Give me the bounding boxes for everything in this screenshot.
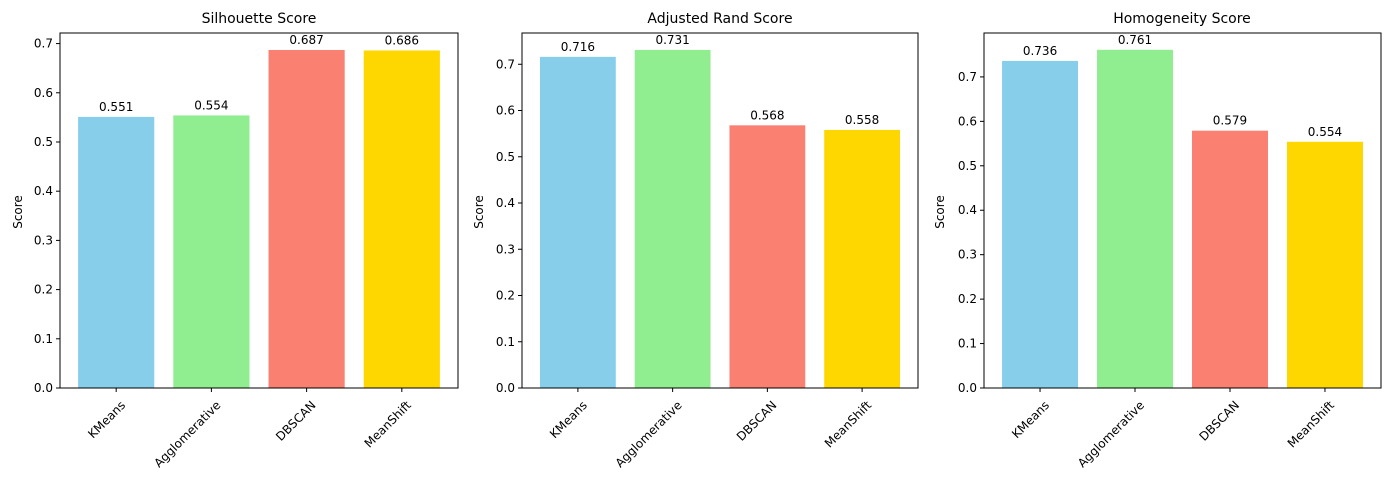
y-tick-label: 0.1 bbox=[496, 335, 515, 349]
y-tick-label: 0.7 bbox=[958, 70, 977, 84]
x-tick-label: Agglomerative bbox=[151, 398, 223, 470]
bar-kmeans bbox=[78, 116, 155, 388]
y-axis-label: Score bbox=[933, 195, 947, 229]
y-tick-label: 0.1 bbox=[34, 332, 53, 346]
plot-frame bbox=[59, 32, 459, 389]
x-tick-label: MeanShift bbox=[822, 398, 875, 451]
y-axis-label: Score bbox=[11, 195, 25, 229]
y-tick-label: 0.7 bbox=[496, 57, 515, 71]
x-tick-label: KMeans bbox=[547, 398, 590, 441]
value-label: 0.551 bbox=[99, 100, 133, 114]
adjusted-rand-chart-panel: Adjusted Rand Score Score 0.00.10.20.30.… bbox=[472, 11, 919, 470]
x-ticks-group: KMeans Agglomerative DBSCAN MeanShift bbox=[1009, 388, 1337, 470]
value-labels-group: 0.551 0.554 0.687 0.686 bbox=[99, 33, 419, 114]
value-label: 0.554 bbox=[1308, 125, 1342, 139]
x-tick-label: DBSCAN bbox=[1196, 398, 1242, 444]
y-tick-label: 0.7 bbox=[34, 37, 53, 51]
x-tick-label: MeanShift bbox=[362, 398, 415, 451]
x-tick-label: Agglomerative bbox=[613, 398, 685, 470]
bar-meanshift bbox=[1286, 141, 1363, 388]
value-label: 0.554 bbox=[194, 98, 228, 112]
y-tick-label: 0.2 bbox=[496, 289, 515, 303]
y-tick-label: 0.4 bbox=[496, 196, 515, 210]
y-tick-label: 0.6 bbox=[34, 86, 53, 100]
bar-meanshift bbox=[824, 129, 900, 388]
bar-kmeans bbox=[1002, 60, 1079, 388]
bar-agglomerative bbox=[173, 115, 250, 389]
value-label: 0.736 bbox=[1023, 44, 1057, 58]
y-tick-label: 0.1 bbox=[958, 337, 977, 351]
value-label: 0.687 bbox=[289, 33, 323, 47]
y-tick-label: 0.4 bbox=[34, 184, 53, 198]
value-labels-group: 0.736 0.761 0.579 0.554 bbox=[1023, 33, 1342, 139]
chart-title: Adjusted Rand Score bbox=[647, 11, 792, 27]
x-tick-label: KMeans bbox=[1009, 398, 1052, 441]
x-tick-label: MeanShift bbox=[1285, 398, 1338, 451]
y-tick-label: 0.5 bbox=[958, 159, 977, 173]
bar-dbscan bbox=[1191, 130, 1268, 388]
y-tick-label: 0.5 bbox=[496, 150, 515, 164]
bar-agglomerative bbox=[1097, 49, 1174, 388]
bar-dbscan bbox=[729, 125, 806, 388]
y-tick-label: 0.0 bbox=[958, 381, 977, 395]
value-label: 0.558 bbox=[845, 113, 879, 127]
bar-kmeans bbox=[540, 56, 616, 389]
value-labels-group: 0.716 0.731 0.568 0.558 bbox=[561, 33, 880, 127]
x-ticks-group: KMeans Agglomerative DBSCAN MeanShift bbox=[547, 388, 874, 470]
x-tick-label: DBSCAN bbox=[273, 398, 319, 444]
x-tick-label: KMeans bbox=[85, 398, 128, 441]
bar-meanshift bbox=[363, 50, 440, 389]
y-tick-label: 0.4 bbox=[958, 203, 977, 217]
y-ticks-group: 0.0 0.1 0.2 0.3 0.4 0.5 0.6 0.7 bbox=[958, 70, 984, 395]
bar-agglomerative bbox=[634, 49, 711, 388]
x-tick-label: DBSCAN bbox=[734, 398, 780, 444]
y-tick-label: 0.6 bbox=[958, 114, 977, 128]
plot-frame bbox=[983, 32, 1382, 389]
x-ticks-group: KMeans Agglomerative DBSCAN MeanShift bbox=[85, 388, 414, 470]
y-tick-label: 0.3 bbox=[958, 248, 977, 262]
chart-title: Homogeneity Score bbox=[1113, 11, 1251, 27]
value-label: 0.761 bbox=[1118, 33, 1152, 47]
y-tick-label: 0.2 bbox=[958, 292, 977, 306]
y-tick-label: 0.3 bbox=[496, 242, 515, 256]
value-label: 0.579 bbox=[1213, 114, 1247, 128]
silhouette-chart-panel: Silhouette Score Score 0.00.10.20.30.40.… bbox=[11, 11, 459, 470]
y-tick-label: 0.6 bbox=[496, 104, 515, 118]
y-tick-label: 0.5 bbox=[34, 135, 53, 149]
bars-group bbox=[1002, 49, 1363, 388]
value-label: 0.731 bbox=[655, 33, 689, 47]
y-tick-label: 0.0 bbox=[34, 381, 53, 395]
value-label: 0.568 bbox=[750, 108, 784, 122]
value-label: 0.686 bbox=[385, 33, 419, 47]
value-label: 0.716 bbox=[561, 40, 595, 54]
y-tick-label: 0.3 bbox=[34, 233, 53, 247]
plot-frame bbox=[521, 32, 919, 389]
bars-group bbox=[78, 49, 440, 389]
y-axis-label: Score bbox=[472, 195, 486, 229]
y-ticks-group: 0.0 0.1 0.2 0.3 0.4 0.5 0.6 0.7 bbox=[34, 37, 60, 395]
y-tick-label: 0.0 bbox=[496, 381, 515, 395]
homogeneity-chart-panel: Homogeneity Score Score 0.00.10.20.30.40… bbox=[933, 11, 1382, 470]
y-tick-label: 0.2 bbox=[34, 283, 53, 297]
y-ticks-group: 0.0 0.1 0.2 0.3 0.4 0.5 0.6 0.7 bbox=[496, 57, 522, 395]
chart-title: Silhouette Score bbox=[202, 11, 317, 27]
bars-group bbox=[540, 49, 900, 389]
bar-dbscan bbox=[268, 49, 345, 389]
x-tick-label: Agglomerative bbox=[1075, 398, 1147, 470]
